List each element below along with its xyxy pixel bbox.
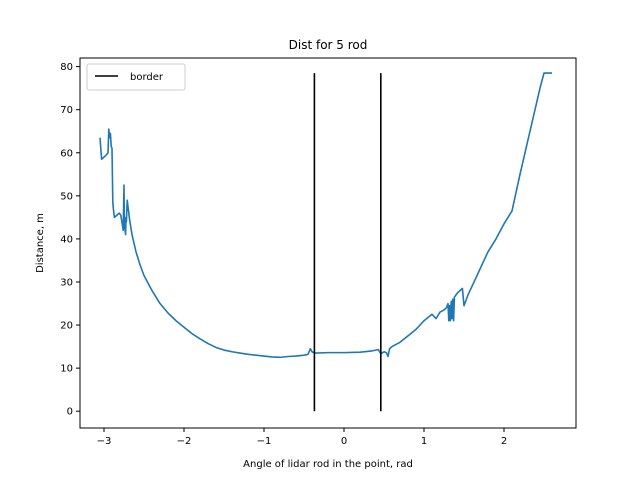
y-tick-label: 70 bbox=[60, 105, 73, 116]
chart-title: Dist for 5 rod bbox=[289, 38, 368, 52]
x-tick-label: 1 bbox=[421, 436, 427, 447]
y-tick-label: 0 bbox=[67, 407, 73, 418]
x-axis-label: Angle of lidar rod in the point, rad bbox=[243, 459, 413, 470]
legend-box bbox=[86, 63, 186, 91]
x-axis-ticks: −3 −2 −1 0 1 2 bbox=[97, 428, 507, 447]
x-tick-label: −3 bbox=[97, 436, 112, 447]
series-line-distance bbox=[99, 72, 552, 359]
y-axis-ticks: 0 10 20 30 40 50 60 70 80 bbox=[60, 62, 80, 418]
x-tick-label: −1 bbox=[257, 436, 272, 447]
x-tick-label: 2 bbox=[501, 436, 507, 447]
y-tick-label: 40 bbox=[60, 234, 73, 245]
y-tick-label: 10 bbox=[60, 364, 73, 375]
plot-area bbox=[99, 72, 552, 412]
y-tick-label: 20 bbox=[60, 321, 73, 332]
y-tick-label: 60 bbox=[60, 148, 73, 159]
x-tick-label: 0 bbox=[341, 436, 347, 447]
legend-label-border: border bbox=[130, 72, 164, 83]
y-tick-label: 50 bbox=[60, 191, 73, 202]
axes-frame bbox=[79, 57, 577, 429]
y-axis-label: Distance, m bbox=[35, 213, 46, 273]
x-tick-label: −2 bbox=[177, 436, 192, 447]
y-tick-label: 80 bbox=[60, 62, 73, 73]
legend: border bbox=[86, 63, 186, 91]
y-tick-label: 30 bbox=[60, 277, 73, 288]
